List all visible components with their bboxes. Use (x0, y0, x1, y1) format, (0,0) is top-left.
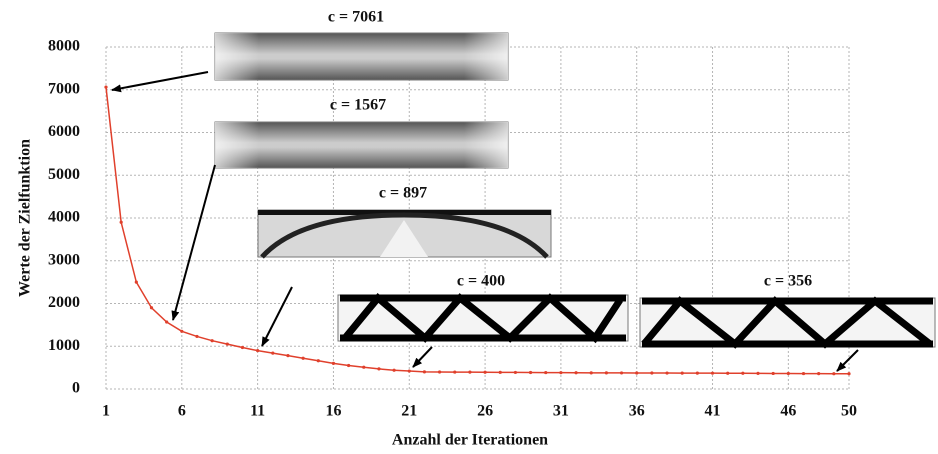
x-tick-label: 50 (841, 403, 857, 420)
point (302, 357, 305, 360)
point (468, 371, 471, 374)
y-tick-label: 2000 (48, 294, 80, 311)
point (529, 371, 532, 374)
point (180, 330, 183, 333)
point (317, 359, 320, 362)
point (756, 372, 759, 375)
point (362, 366, 365, 369)
annotation: c = 897 (379, 185, 427, 202)
annotation: c = 1567 (330, 97, 386, 114)
y-tick-label: 3000 (48, 251, 80, 268)
point (726, 372, 729, 375)
y-tick-label: 5000 (48, 166, 80, 183)
point (423, 370, 426, 373)
inset-5 (640, 298, 935, 347)
point (408, 369, 411, 372)
point (256, 349, 259, 352)
point (711, 372, 714, 375)
point (514, 371, 517, 374)
point (590, 371, 593, 374)
x-axis-label: Anzahl der Iterationen (392, 432, 548, 449)
y-tick-label: 7000 (48, 80, 80, 97)
x-tick-label: 36 (629, 403, 645, 420)
point (605, 371, 608, 374)
point (620, 371, 623, 374)
x-tick-label: 41 (705, 403, 721, 420)
inset-1 (215, 33, 508, 80)
point (483, 371, 486, 374)
chart: 0100020003000400050006000700080001611162… (0, 0, 938, 454)
point (135, 281, 138, 284)
y-tick-label: 8000 (48, 38, 80, 55)
point (544, 371, 547, 374)
inset-2 (215, 122, 508, 168)
point (165, 320, 168, 323)
point (286, 354, 289, 357)
x-tick-label: 6 (178, 403, 186, 420)
point (347, 364, 350, 367)
arrow (262, 287, 292, 346)
point (332, 362, 335, 365)
y-tick-label: 0 (72, 380, 80, 397)
point (681, 371, 684, 374)
point (211, 339, 214, 342)
y-axis-label: Werte der Zielfunktion (17, 139, 34, 297)
point (453, 370, 456, 373)
point (120, 221, 123, 224)
x-tick-label: 26 (477, 403, 493, 420)
point (802, 372, 805, 375)
point (787, 372, 790, 375)
y-tick-label: 4000 (48, 209, 80, 226)
point (817, 372, 820, 375)
x-tick-label: 21 (401, 403, 417, 420)
arrow (112, 72, 208, 90)
x-tick-label: 16 (325, 403, 341, 420)
arrow (837, 350, 858, 371)
point (377, 367, 380, 370)
point (772, 372, 775, 375)
inset-4 (338, 295, 628, 341)
point (665, 371, 668, 374)
point (150, 306, 153, 309)
x-tick-label: 31 (553, 403, 569, 420)
arrow (413, 347, 432, 367)
point (696, 372, 699, 375)
x-tick-label: 1 (102, 403, 110, 420)
point (393, 369, 396, 372)
annotation: c = 7061 (328, 9, 384, 26)
point (271, 351, 274, 354)
point (574, 371, 577, 374)
point (847, 372, 850, 375)
point (559, 371, 562, 374)
point (438, 370, 441, 373)
point (241, 346, 244, 349)
annotation: c = 400 (457, 273, 505, 290)
y-tick-label: 6000 (48, 123, 80, 140)
point (195, 335, 198, 338)
point (635, 371, 638, 374)
point (832, 372, 835, 375)
x-tick-label: 46 (780, 403, 796, 420)
point (104, 86, 107, 89)
annotation: c = 356 (764, 273, 812, 290)
point (650, 371, 653, 374)
point (741, 372, 744, 375)
point (226, 343, 229, 346)
x-tick-label: 11 (250, 403, 265, 420)
inset-3 (258, 210, 551, 257)
point (499, 371, 502, 374)
arrow (173, 165, 215, 320)
y-tick-label: 1000 (48, 337, 80, 354)
